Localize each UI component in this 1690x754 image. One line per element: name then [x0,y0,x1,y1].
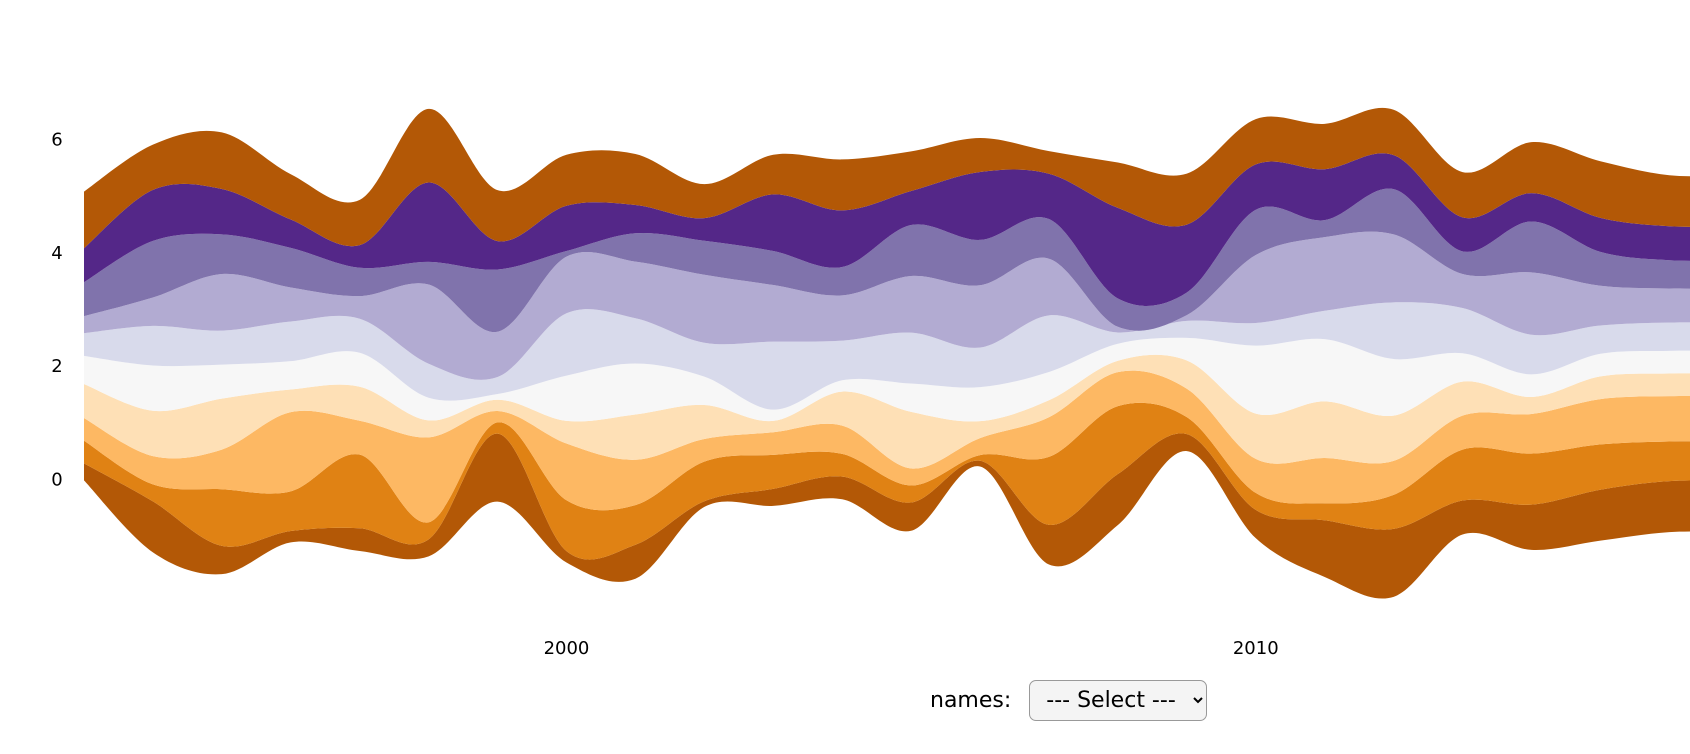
stream-layer [84,402,1690,560]
y-tick-label: 4 [51,243,62,264]
stream-layer [84,433,1690,599]
stream-layer [84,302,1690,410]
y-tick-label: 2 [51,356,62,377]
control-label: names: [930,688,1012,713]
stream-layer [84,354,1690,469]
stream-layer [84,370,1690,523]
x-tick-label: 2010 [1233,638,1279,659]
stream-layer [84,337,1690,422]
stream-layer [84,231,1690,380]
names-select[interactable]: --- Select --- [1029,680,1208,721]
stream-layer [84,108,1690,249]
y-tick-label: 0 [51,469,62,490]
y-tick-label: 6 [51,130,62,151]
x-tick-label: 2000 [544,638,590,659]
stream-layer [84,153,1690,306]
plot-area [84,108,1690,599]
stream-layer [84,188,1690,332]
controls: names: --- Select --- [930,680,1208,721]
chart: 0 2 4 6 2000 2010 [51,108,1690,659]
